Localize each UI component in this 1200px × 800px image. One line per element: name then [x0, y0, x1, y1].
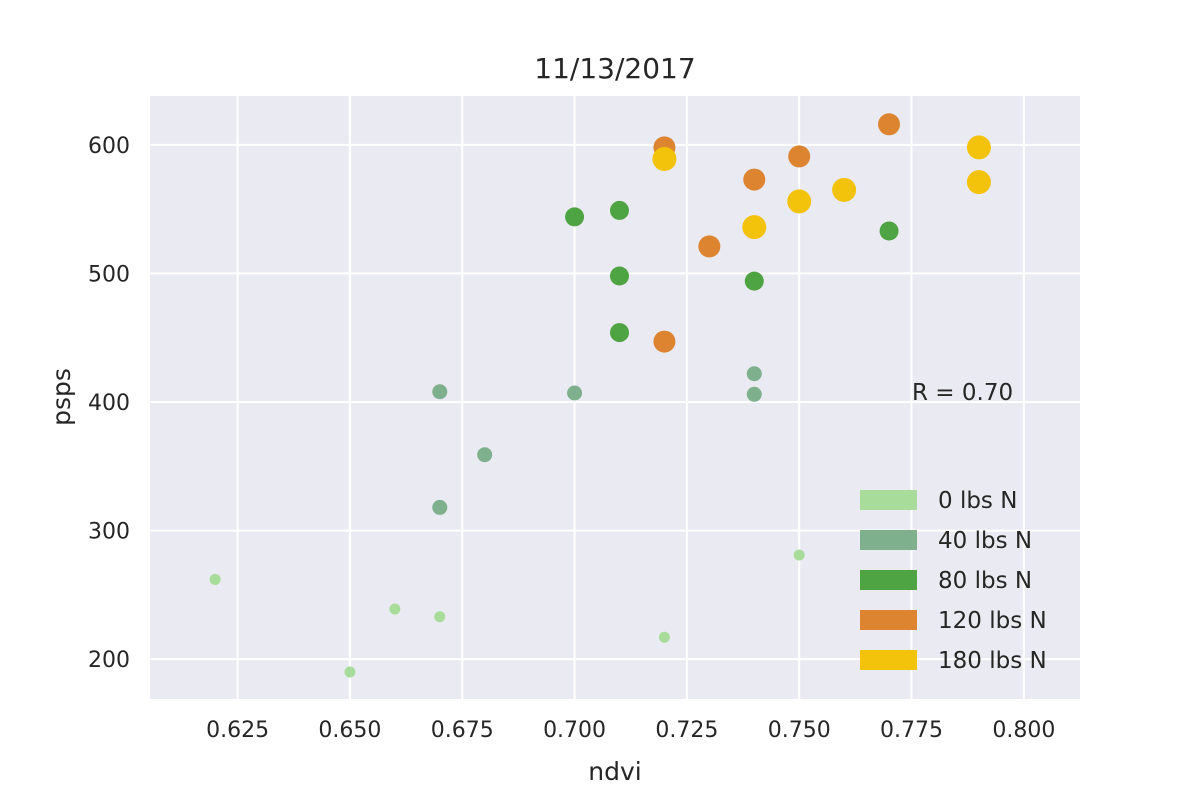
data-point [788, 145, 811, 168]
x-tick-label: 0.800 [992, 718, 1055, 743]
y-axis-label: psps [47, 368, 76, 426]
data-point [434, 611, 446, 623]
legend: 0 lbs N 40 lbs N 80 lbs N 120 lbs N 180 lbs … [860, 488, 1047, 674]
data-point [209, 573, 221, 585]
data-point [344, 666, 356, 678]
data-point [389, 603, 401, 615]
data-point [609, 323, 629, 343]
data-point [744, 271, 764, 291]
data-points [209, 113, 991, 678]
data-point [746, 366, 762, 382]
data-point [432, 499, 448, 515]
y-gridlines [150, 143, 1080, 661]
data-point [742, 215, 767, 240]
legend-label: 40 lbs N [938, 528, 1032, 554]
data-point [878, 113, 901, 136]
data-point [609, 266, 629, 286]
y-tick-label: 600 [88, 134, 130, 159]
y-tick-label: 400 [88, 391, 130, 416]
legend-swatch [860, 570, 917, 590]
x-tick-label: 0.650 [318, 718, 381, 743]
data-point [652, 147, 677, 171]
data-point [787, 189, 812, 214]
legend-swatch [860, 530, 917, 550]
y-tick-label: 500 [88, 262, 130, 287]
x-tick-label: 0.625 [206, 718, 269, 743]
x-tick-label: 0.750 [768, 718, 831, 743]
legend-swatch [860, 490, 917, 510]
data-point [966, 170, 991, 195]
series-2 [432, 366, 762, 515]
correlation-annotation: R = 0.70 [912, 380, 1013, 406]
data-point [565, 207, 585, 227]
legend-swatch [860, 650, 917, 670]
data-point [698, 235, 721, 258]
x-gridlines [236, 96, 1025, 699]
data-point [477, 447, 493, 463]
data-point [609, 200, 629, 220]
data-point [832, 177, 857, 202]
plot-area [150, 96, 1080, 699]
legend-label: 80 lbs N [938, 568, 1032, 594]
x-tick-label: 0.775 [880, 718, 943, 743]
data-point [966, 135, 991, 160]
data-point [653, 330, 676, 353]
legend-label: 120 lbs N [938, 608, 1047, 634]
data-point [879, 221, 899, 241]
data-point [658, 631, 670, 643]
data-point [432, 384, 448, 400]
x-tick-label: 0.700 [543, 718, 606, 743]
legend-label: 180 lbs N [938, 648, 1047, 674]
series-5 [652, 135, 991, 240]
x-tick-labels: 0.625 0.650 0.675 0.700 0.725 0.750 0.775 0.800 [206, 718, 1055, 743]
chart-title: 11/13/2017 [534, 52, 695, 85]
legend-label: 0 lbs N [938, 488, 1017, 514]
y-tick-label: 300 [88, 520, 130, 545]
data-point [793, 549, 805, 561]
y-tick-labels: 200 300 400 500 600 [88, 134, 130, 673]
x-tick-label: 0.675 [431, 718, 494, 743]
x-tick-label: 0.725 [655, 718, 718, 743]
y-tick-label: 200 [88, 648, 130, 673]
data-point [743, 168, 766, 191]
legend-swatch [860, 610, 917, 630]
data-point [746, 386, 762, 402]
x-axis-label: ndvi [588, 757, 641, 786]
data-point [567, 385, 583, 401]
series-1 [209, 549, 805, 678]
series-3 [565, 200, 899, 343]
